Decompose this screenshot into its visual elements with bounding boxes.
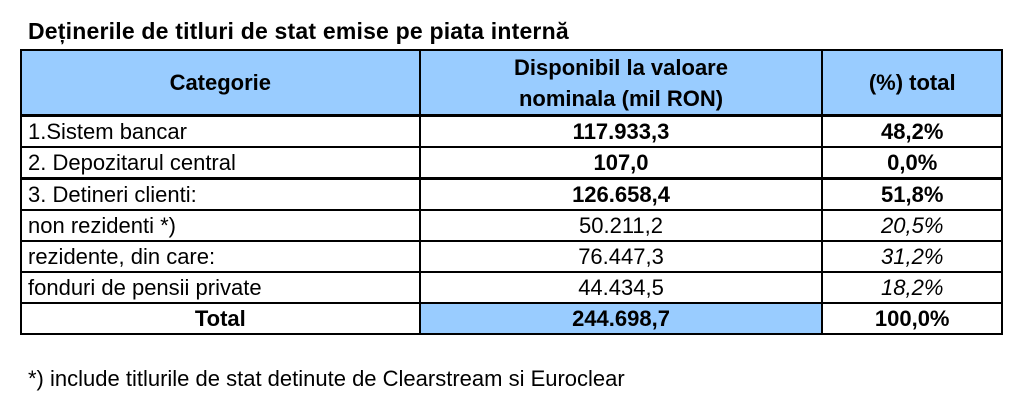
row-percent: 31,2% — [821, 240, 1003, 273]
row-category: 2. Depozitarul central — [20, 146, 421, 180]
row-value: 126.658,4 — [418, 177, 824, 211]
table-row: 1.Sistem bancar 117.933,3 48,2% — [20, 114, 1003, 148]
row-value: 107,0 — [418, 146, 824, 180]
row-category: rezidente, din care: — [20, 240, 421, 273]
row-category: non rezidenti *) — [20, 209, 421, 242]
row-percent: 48,2% — [821, 114, 1003, 148]
row-value: 76.447,3 — [418, 240, 824, 273]
header-percent: (%) total — [821, 49, 1003, 117]
row-percent: 0,0% — [821, 146, 1003, 180]
table-row: rezidente, din care: 76.447,3 31,2% — [20, 240, 1003, 273]
holdings-table: Categorie Disponibil la valoare nominala… — [20, 49, 1003, 335]
total-value: 244.698,7 — [418, 302, 824, 335]
row-category: 3. Detineri clienti: — [20, 177, 421, 211]
table-row: fonduri de pensii private 44.434,5 18,2% — [20, 271, 1003, 304]
row-value: 117.933,3 — [418, 114, 824, 148]
total-row: Total 244.698,7 100,0% — [20, 302, 1003, 335]
table-row: 3. Detineri clienti: 126.658,4 51,8% — [20, 177, 1003, 211]
footnote: *) include titlurile de stat detinute de… — [28, 366, 625, 391]
table-row: 2. Depozitarul central 107,0 0,0% — [20, 146, 1003, 180]
header-value-line2: nominala (mil RON) — [518, 85, 724, 111]
table-row: non rezidenti *) 50.211,2 20,5% — [20, 209, 1003, 242]
row-category: 1.Sistem bancar — [20, 114, 421, 148]
header-category: Categorie — [20, 49, 421, 117]
total-label: Total — [20, 302, 421, 335]
header-row: Categorie Disponibil la valoare nominala… — [20, 49, 1003, 117]
row-percent: 51,8% — [821, 177, 1003, 211]
header-value: Disponibil la valoare nominala (mil RON) — [418, 49, 824, 117]
header-value-line1: Disponibil la valoare — [514, 54, 728, 80]
row-category: fonduri de pensii private — [20, 271, 421, 304]
row-value: 50.211,2 — [418, 209, 824, 242]
table-title: Deținerile de titluri de stat emise pe p… — [28, 18, 569, 44]
row-percent: 18,2% — [821, 271, 1003, 304]
row-value: 44.434,5 — [418, 271, 824, 304]
total-percent: 100,0% — [821, 302, 1003, 335]
row-percent: 20,5% — [821, 209, 1003, 242]
